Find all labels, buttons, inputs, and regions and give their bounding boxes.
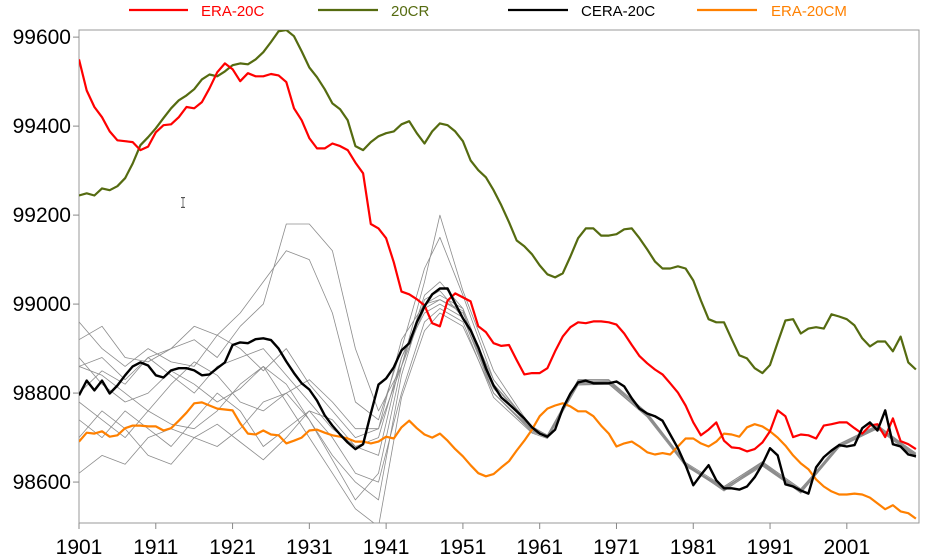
legend-label-cera20c: CERA-20C	[581, 3, 655, 20]
plot-frame	[78, 29, 920, 524]
x-tick-label: 1991	[747, 536, 794, 558]
legend-item-era20c: ERA-20C	[129, 3, 265, 20]
x-tick-label: 1971	[593, 536, 640, 558]
series-line-cera20c	[79, 287, 917, 495]
y-tick-label: 99400	[13, 115, 71, 138]
x-tick-label: 1961	[516, 536, 563, 558]
x-tick-label: 1951	[440, 536, 487, 558]
x-tick-label: 1981	[670, 536, 717, 558]
x-tick-label: 1901	[56, 536, 103, 558]
y-tick-label: 99000	[13, 293, 71, 316]
series-line-era20cm	[79, 401, 917, 520]
x-tick-label: 1931	[286, 536, 333, 558]
ensemble-member-line-5	[79, 299, 917, 491]
x-axis: 1901 1911 1921 1931 1941 1951 1961 1971 1981 1991…	[56, 523, 870, 558]
y-tick-label: 98800	[13, 382, 71, 405]
legend-item-era20cm: ERA-20CM	[697, 3, 847, 20]
x-tick-label: 2001	[823, 536, 870, 558]
legend-item-cera20c: CERA-20C	[508, 3, 655, 20]
legend-label-20cr: 20CR	[391, 3, 430, 20]
series-line-era20c	[79, 59, 917, 453]
text-cursor-icon	[181, 197, 185, 208]
legend-label-era20cm: ERA-20CM	[771, 3, 847, 20]
ensemble-member-line-8	[79, 290, 917, 501]
x-tick-label: 1941	[363, 536, 410, 558]
ensemble-member-line-4	[79, 303, 917, 493]
legend-label-era20c: ERA-20C	[201, 3, 265, 20]
series-lines	[79, 30, 917, 520]
x-tick-label: 1911	[133, 536, 178, 558]
ensemble-members	[79, 214, 917, 523]
y-axis: 98600 98800 99000 99200 99400 99600	[13, 26, 79, 494]
y-tick-label: 99200	[13, 204, 71, 227]
legend-item-20cr: 20CR	[318, 3, 430, 20]
ensemble-member-line-7	[79, 308, 917, 494]
y-tick-label: 98600	[13, 471, 71, 494]
series-line-20cr	[79, 30, 917, 375]
y-tick-label: 99600	[13, 26, 71, 49]
ensemble-member-line-3	[79, 294, 917, 494]
x-tick-label: 1921	[209, 536, 256, 558]
legend: ERA-20C 20CR CERA-20C ERA-20CM	[129, 3, 847, 20]
ensemble-member-line-9	[79, 299, 917, 490]
